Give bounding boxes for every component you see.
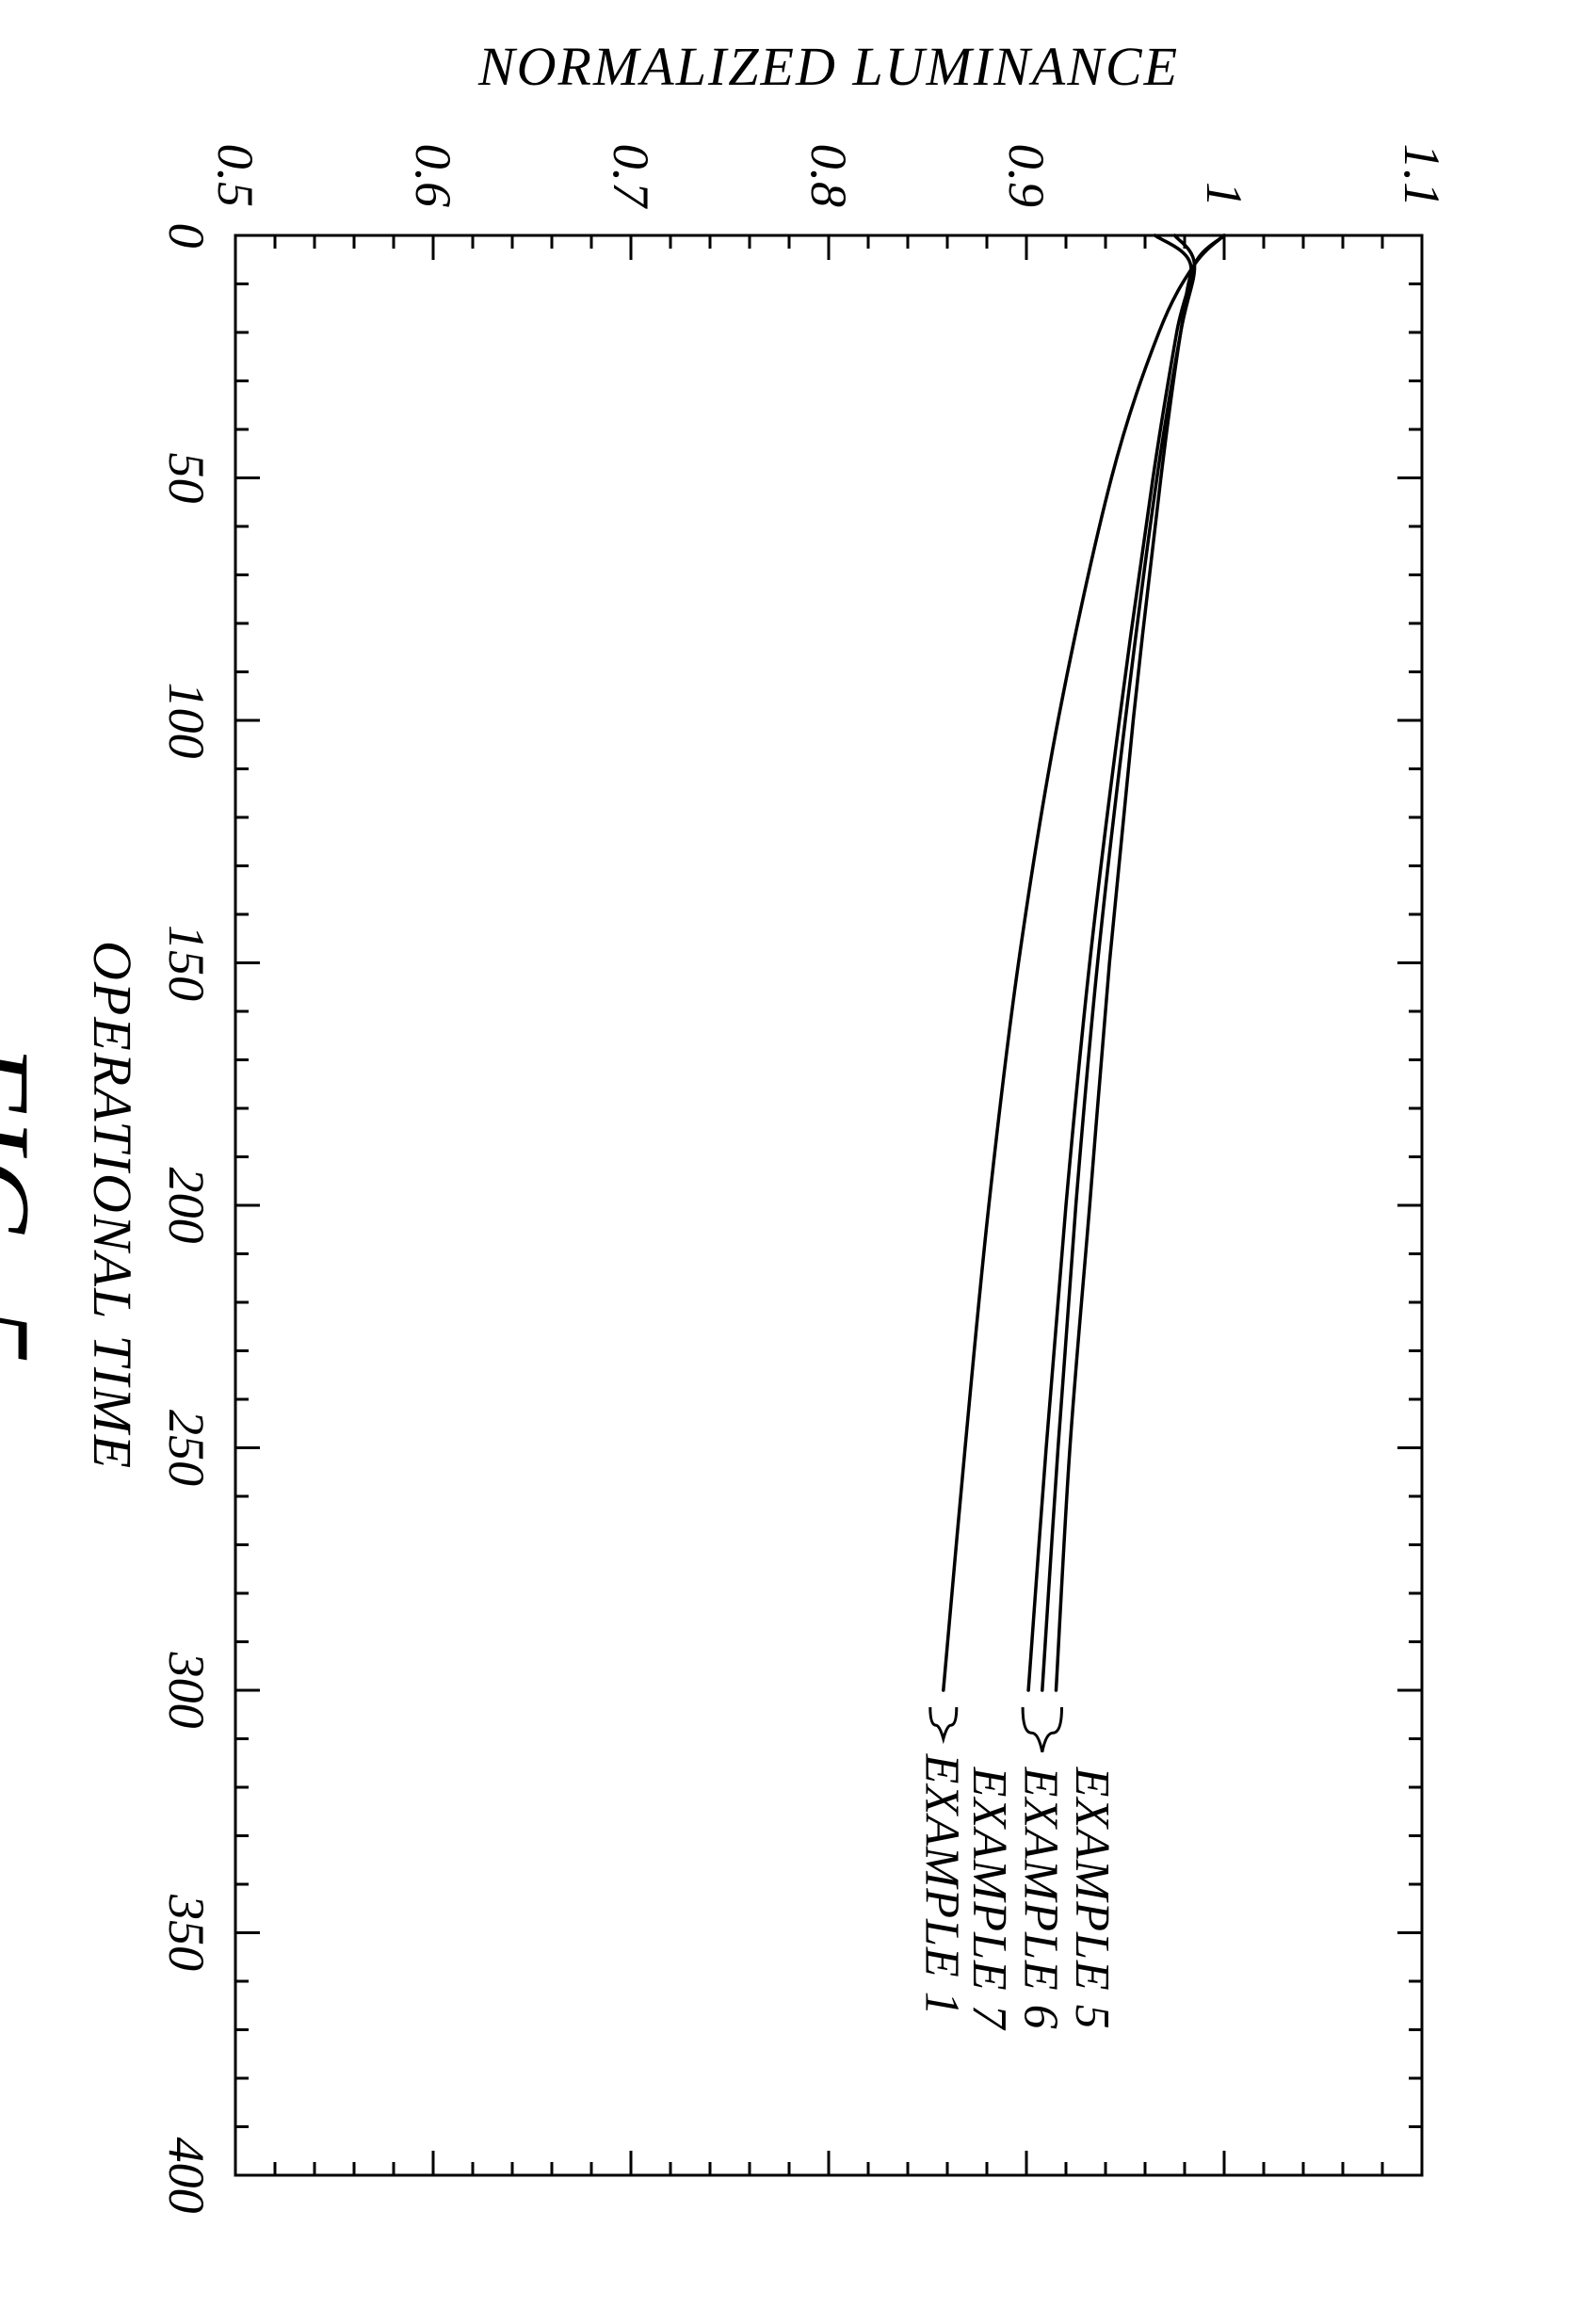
x-tick-label: 250 — [158, 1410, 215, 1486]
y-tick-label: 0.9 — [998, 144, 1055, 208]
y-tick-label: 0.6 — [405, 144, 461, 208]
x-tick-label: 300 — [158, 1652, 215, 1729]
figure-caption: FIG. 5 — [0, 1042, 54, 1367]
x-tick-label: 150 — [158, 925, 215, 1001]
series-label: EXAMPLE 7 — [962, 1767, 1016, 2031]
x-tick-label: 200 — [158, 1168, 215, 1244]
x-tick-label: 50 — [158, 453, 215, 504]
x-axis-label: OPERATIONAL TIME — [82, 941, 143, 1470]
series-label: EXAMPLE 5 — [1065, 1767, 1119, 2030]
series-label: EXAMPLE 1 — [915, 1753, 969, 2017]
series-label: EXAMPLE 6 — [1014, 1767, 1068, 2030]
y-tick-label: 1.1 — [1394, 144, 1450, 208]
x-tick-label: 400 — [158, 2138, 215, 2214]
figure-svg: 0 50 100 150 200 250 300 350 400 0.5 0.6 0.7 0.8 0.9 1… — [0, 0, 1582, 2324]
y-tick-label: 0.5 — [207, 144, 264, 208]
x-tick-label: 0 — [158, 223, 215, 249]
y-tick-label: 0.8 — [800, 144, 857, 208]
y-axis-label: NORMALIZED LUMINANCE — [477, 36, 1179, 97]
bg — [0, 0, 1582, 2324]
x-tick-label: 350 — [158, 1894, 215, 1971]
y-tick-label: 0.7 — [603, 144, 659, 210]
x-tick-label: 100 — [158, 683, 215, 759]
y-tick-label: 1 — [1196, 182, 1252, 207]
